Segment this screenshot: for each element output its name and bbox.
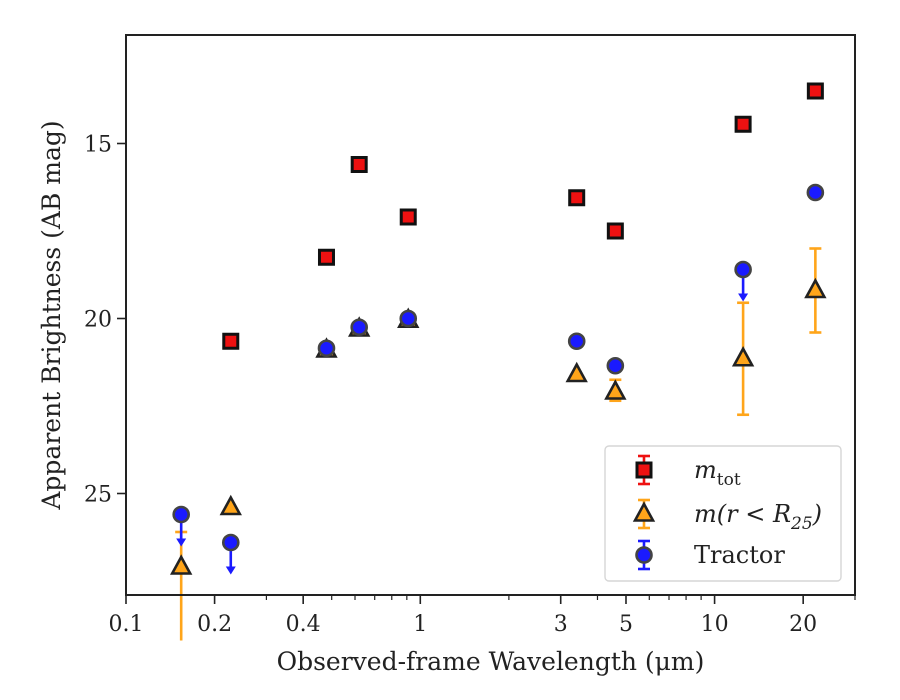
data-point	[317, 248, 335, 266]
legend-item: Tractor	[635, 539, 785, 571]
data-point	[734, 115, 752, 133]
data-point	[169, 554, 193, 575]
data-point	[604, 379, 627, 400]
x-tick-label: 3	[554, 612, 568, 637]
plot-frame	[125, 34, 856, 596]
data-point	[734, 260, 752, 279]
data-point	[219, 494, 242, 516]
data-point	[606, 356, 625, 375]
legend-marker	[635, 461, 653, 479]
legend-item: m(r < R25)	[632, 498, 822, 534]
series-square	[222, 82, 824, 350]
data-point	[806, 183, 825, 202]
series-circle	[172, 183, 825, 575]
x-tick-label: 1	[413, 612, 427, 637]
legend-box	[604, 445, 842, 582]
upper-limit-arrowhead	[225, 566, 236, 575]
x-tick-label: 0.2	[197, 612, 232, 637]
upper-limit-arrowhead	[176, 538, 187, 547]
legend-marker	[632, 501, 656, 522]
data-marks	[169, 82, 827, 641]
legend-label: Tractor	[694, 541, 785, 569]
data-point	[172, 505, 190, 524]
data-point	[567, 332, 586, 351]
upper-limit-arrowhead	[738, 293, 749, 302]
x-tick-label: 0.4	[286, 612, 321, 637]
legend-label: m(r < R25)	[694, 500, 822, 534]
axis-ticks: 0.1 0.2 0.4 1 3 5 10 20 15 20 25	[84, 133, 856, 637]
data-point	[804, 277, 827, 299]
data-point	[350, 318, 368, 337]
data-point	[731, 346, 755, 367]
series-triangle	[169, 247, 827, 641]
data-point	[399, 208, 417, 226]
legend-item: mtot	[635, 454, 741, 490]
data-point	[606, 222, 624, 240]
y-axis-title: Apparent Brightness (AB mag)	[37, 120, 66, 510]
x-tick-label: 0.1	[109, 612, 144, 637]
x-tick-label: 5	[619, 612, 633, 637]
data-point	[317, 339, 336, 358]
x-tick-label: 10	[701, 612, 729, 637]
data-point	[222, 332, 240, 350]
data-point	[806, 82, 824, 100]
x-axis-title: Observed-frame Wavelength (μm)	[277, 647, 705, 676]
data-point	[221, 533, 240, 552]
y-tick-label: 15	[84, 133, 112, 158]
legend-marker	[635, 546, 653, 564]
y-tick-label: 20	[84, 308, 112, 333]
y-tick-label: 25	[84, 483, 112, 508]
legend: mtot m(r < R25) Tractor	[604, 445, 842, 582]
data-point	[568, 189, 586, 207]
x-tick-label: 20	[789, 612, 817, 637]
data-point	[350, 156, 368, 173]
data-point	[565, 361, 588, 383]
data-point	[399, 309, 418, 328]
legend-label: mtot	[694, 456, 741, 490]
